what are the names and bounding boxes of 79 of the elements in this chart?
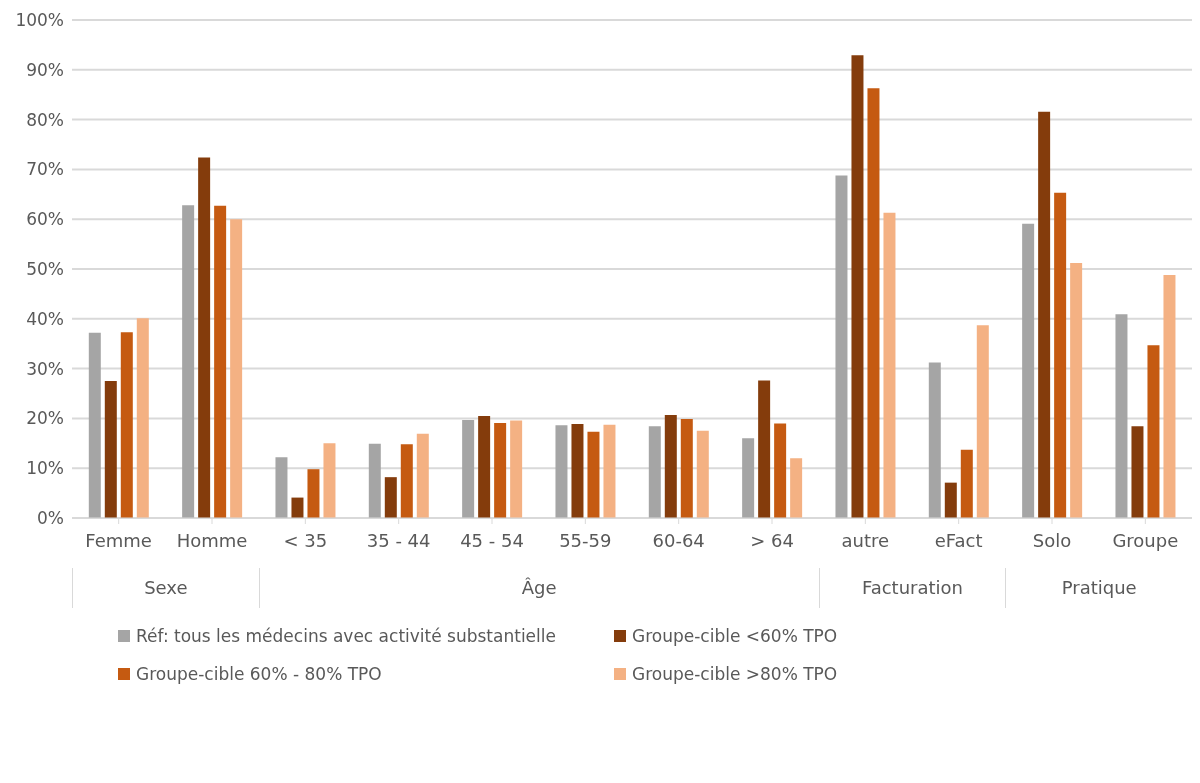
bar [758, 380, 771, 518]
bar [867, 88, 880, 518]
bar [928, 362, 941, 518]
y-tick-label: 10% [26, 458, 64, 479]
bar [214, 205, 227, 518]
bar [462, 419, 475, 518]
bar [275, 457, 288, 518]
bar [774, 423, 787, 518]
bar [136, 318, 149, 518]
bar [307, 469, 320, 518]
y-tick-label: 70% [26, 159, 64, 180]
bar [120, 332, 133, 518]
x-tick-label: Groupe [1112, 529, 1179, 551]
y-tick-label: 100% [15, 10, 64, 31]
bar [1022, 223, 1035, 518]
x-tick-label: 60-64 [652, 529, 705, 551]
bar [1115, 314, 1128, 518]
bar [1038, 111, 1051, 518]
bar [416, 433, 429, 518]
bar [835, 175, 848, 518]
x-tick-label: eFact [934, 529, 983, 551]
y-tick-label: 20% [26, 408, 64, 429]
bar [323, 443, 336, 518]
bar [648, 426, 661, 518]
bar [384, 477, 397, 518]
bar [1147, 345, 1160, 518]
bar [587, 431, 600, 518]
bar [976, 325, 989, 518]
x-tick-label: Homme [176, 529, 248, 551]
bar [368, 443, 381, 518]
bar [400, 444, 413, 518]
bar [883, 212, 896, 518]
x-tick-label: Femme [85, 529, 152, 551]
y-tick-label: 40% [26, 308, 64, 329]
bar [680, 418, 693, 518]
bar [851, 55, 864, 518]
bar [790, 458, 803, 518]
bar [1070, 263, 1083, 518]
x-tick-label: 45 - 54 [460, 529, 524, 551]
group-label: Facturation [818, 568, 1006, 608]
bar [478, 415, 491, 518]
bar [494, 422, 507, 518]
y-tick-label: 0% [37, 508, 64, 529]
bar [198, 157, 211, 518]
bar [603, 424, 616, 518]
bar [1163, 274, 1176, 518]
y-tick-label: 80% [26, 109, 64, 130]
bar [664, 414, 677, 518]
x-tick-label: > 64 [750, 529, 794, 551]
bar [291, 497, 304, 518]
bar [1054, 192, 1067, 518]
group-label: Âge [258, 568, 819, 608]
legend-label: Groupe-cible >80% TPO [632, 664, 838, 684]
y-tick-label: 90% [26, 59, 64, 80]
x-tick-label: 55-59 [559, 529, 612, 551]
legend-label: Groupe-cible 60% - 80% TPO [136, 664, 382, 684]
bar [88, 332, 101, 518]
bar [742, 438, 755, 518]
x-tick-label: 35 - 44 [366, 529, 431, 551]
bar [944, 482, 957, 518]
legend-label: Réf: tous les médecins avec activité substantielle [136, 626, 556, 646]
x-tick-label: < 35 [283, 529, 328, 551]
bar [555, 425, 568, 518]
bar [182, 205, 195, 518]
y-tick-label: 60% [26, 209, 64, 230]
bar [696, 430, 709, 518]
bar [104, 381, 117, 518]
y-tick-label: 30% [26, 358, 64, 379]
group-label: Pratique [1005, 568, 1192, 608]
x-tick-label: Solo [1032, 529, 1072, 551]
legend-label: Groupe-cible <60% TPO [632, 626, 838, 646]
x-tick-label: autre [841, 529, 890, 551]
bar [510, 420, 523, 518]
group-label: Sexe [72, 568, 259, 608]
bar [230, 219, 243, 518]
bar [571, 423, 584, 518]
bar [960, 449, 973, 518]
y-tick-label: 50% [26, 259, 64, 280]
bar [1131, 426, 1144, 518]
